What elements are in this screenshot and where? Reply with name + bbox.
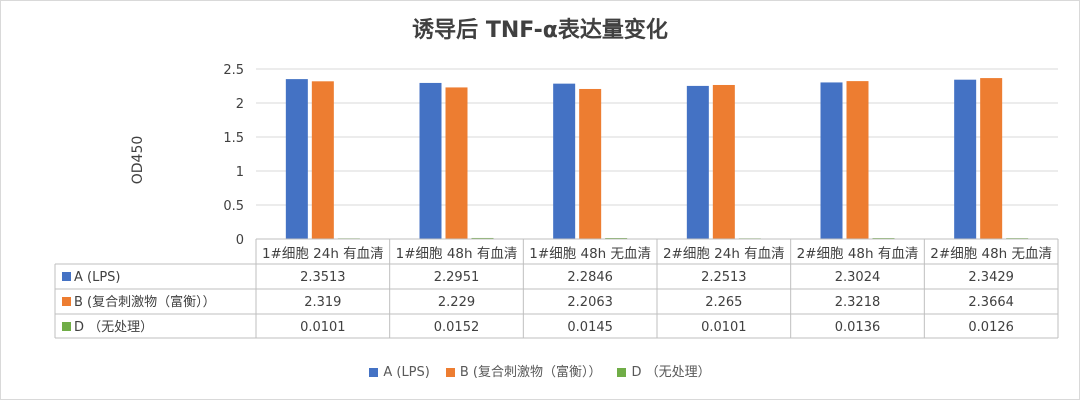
bar xyxy=(445,87,468,239)
chart-title: 诱导后 TNF-α表达量变化 xyxy=(412,18,668,43)
data-label: 2.2063 xyxy=(567,295,613,310)
legend-item: B (复合刺激物（富衡）） xyxy=(445,361,602,380)
data-label: 2.2513 xyxy=(701,270,747,285)
data-label: 2.265 xyxy=(705,295,742,310)
bar xyxy=(954,79,977,239)
x-tick-label: 1#细胞 48h 无血清 xyxy=(529,246,651,262)
x-tick-label: 2#细胞 24h 有血清 xyxy=(663,246,785,262)
data-label: 2.3024 xyxy=(835,270,881,285)
bar xyxy=(579,88,602,239)
legend-key xyxy=(62,322,71,331)
row-header: B (复合刺激物（富衡）） xyxy=(74,294,216,310)
data-label: 2.3429 xyxy=(968,270,1014,285)
legend-label: D （无处理） xyxy=(631,365,711,380)
data-label: 2.2846 xyxy=(567,270,613,285)
bar xyxy=(311,81,334,239)
legend-label: B (复合刺激物（富衡）） xyxy=(459,365,602,380)
legend-key xyxy=(62,272,71,281)
bar xyxy=(419,82,442,239)
x-tick-label: 1#细胞 24h 有血清 xyxy=(262,246,384,262)
x-tick-label: 1#细胞 48h 有血清 xyxy=(396,246,518,262)
data-label: 0.0152 xyxy=(434,320,480,335)
bar xyxy=(553,83,576,239)
legend-item: A (LPS) xyxy=(369,365,430,380)
legend-label: A (LPS) xyxy=(383,365,430,380)
x-tick-label: 2#细胞 48h 无血清 xyxy=(930,246,1052,262)
data-label: 0.0145 xyxy=(567,320,613,335)
data-label: 2.2951 xyxy=(434,270,480,285)
y-tick-label: 1 xyxy=(236,165,244,180)
chart-legend: A (LPS) B (复合刺激物（富衡）） D （无处理） xyxy=(0,361,1080,380)
bar xyxy=(471,237,494,239)
x-tick-label: 2#细胞 48h 有血清 xyxy=(797,246,919,262)
bar xyxy=(686,85,709,240)
row-header: D （无处理） xyxy=(74,320,153,335)
bar xyxy=(980,78,1003,239)
bar xyxy=(820,82,843,239)
bar xyxy=(846,81,869,239)
legend-key xyxy=(62,297,71,306)
y-tick-label: 2 xyxy=(236,97,244,112)
data-label: 2.3218 xyxy=(835,295,881,310)
legend-swatch xyxy=(369,368,379,377)
data-label: 0.0101 xyxy=(701,320,747,335)
data-label: 2.229 xyxy=(438,295,475,310)
legend-swatch xyxy=(617,368,627,377)
data-label: 0.0136 xyxy=(835,320,881,335)
data-label: 0.0126 xyxy=(968,320,1014,335)
data-label: 0.0101 xyxy=(300,320,346,335)
y-tick-label: 0 xyxy=(236,233,244,248)
row-header: A (LPS) xyxy=(74,270,121,285)
data-label: 2.319 xyxy=(304,295,341,310)
y-tick-label: 2.5 xyxy=(223,63,244,78)
legend-item: D （无处理） xyxy=(617,361,711,380)
bar xyxy=(712,84,735,239)
bar xyxy=(285,79,308,239)
y-tick-label: 1.5 xyxy=(223,131,244,146)
legend-swatch xyxy=(445,368,455,377)
data-label: 2.3513 xyxy=(300,270,346,285)
y-tick-label: 0.5 xyxy=(223,199,244,214)
data-label: 2.3664 xyxy=(968,295,1014,310)
